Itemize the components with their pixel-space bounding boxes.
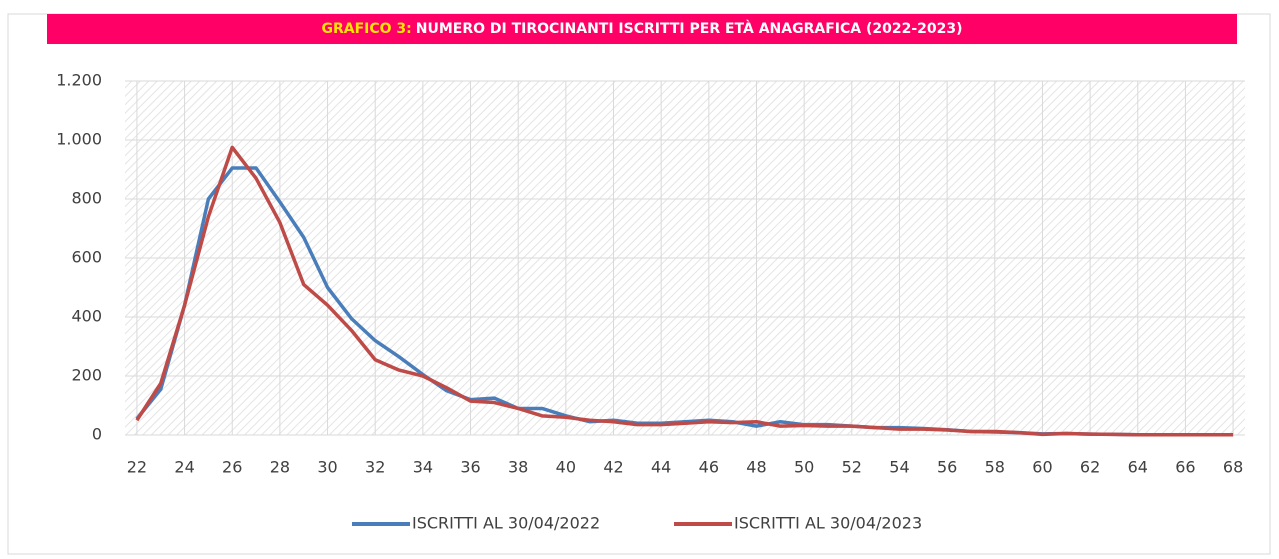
x-tick-label: 62 — [1080, 458, 1100, 477]
chart-title: GRAFICO 3: NUMERO DI TIROCINANTI ISCRITTI… — [321, 20, 962, 37]
legend-label: ISCRITTI AL 30/04/2022 — [412, 514, 600, 533]
x-tick-label: 26 — [222, 458, 242, 477]
title-bar — [47, 14, 1237, 44]
x-tick-label: 42 — [603, 458, 623, 477]
x-tick-label: 34 — [413, 458, 433, 477]
y-tick-label: 400 — [71, 307, 102, 326]
x-tick-label: 66 — [1175, 458, 1195, 477]
x-tick-label: 36 — [460, 458, 480, 477]
x-tick-label: 64 — [1128, 458, 1148, 477]
x-tick-label: 30 — [317, 458, 337, 477]
x-tick-label: 22 — [127, 458, 147, 477]
legend-label: ISCRITTI AL 30/04/2023 — [734, 514, 922, 533]
y-tick-label: 200 — [71, 366, 102, 385]
x-tick-label: 32 — [365, 458, 385, 477]
x-tick-label: 52 — [842, 458, 862, 477]
x-tick-label: 58 — [985, 458, 1005, 477]
x-tick-label: 40 — [556, 458, 576, 477]
y-tick-label: 0 — [92, 425, 102, 444]
line-series — [135, 145, 1234, 437]
x-tick-label: 38 — [508, 458, 528, 477]
x-tick-label: 44 — [651, 458, 671, 477]
x-tick-label: 54 — [889, 458, 909, 477]
x-tick-label: 48 — [746, 458, 766, 477]
title-label: GRAFICO 3: — [321, 21, 411, 37]
x-tick-label: 46 — [699, 458, 719, 477]
x-tick-label: 60 — [1032, 458, 1052, 477]
title-text: NUMERO DI TIROCINANTI ISCRITTI PER ETÀ A… — [416, 20, 963, 37]
x-tick-label: 56 — [937, 458, 957, 477]
y-tick-label: 600 — [71, 248, 102, 267]
y-tick-label: 1.000 — [56, 130, 102, 149]
x-tick-label: 28 — [270, 458, 290, 477]
y-tick-label: 800 — [71, 189, 102, 208]
x-tick-label: 50 — [794, 458, 814, 477]
x-tick-label: 68 — [1223, 458, 1243, 477]
x-tick-label: 24 — [174, 458, 194, 477]
y-tick-label: 1.200 — [56, 71, 102, 90]
